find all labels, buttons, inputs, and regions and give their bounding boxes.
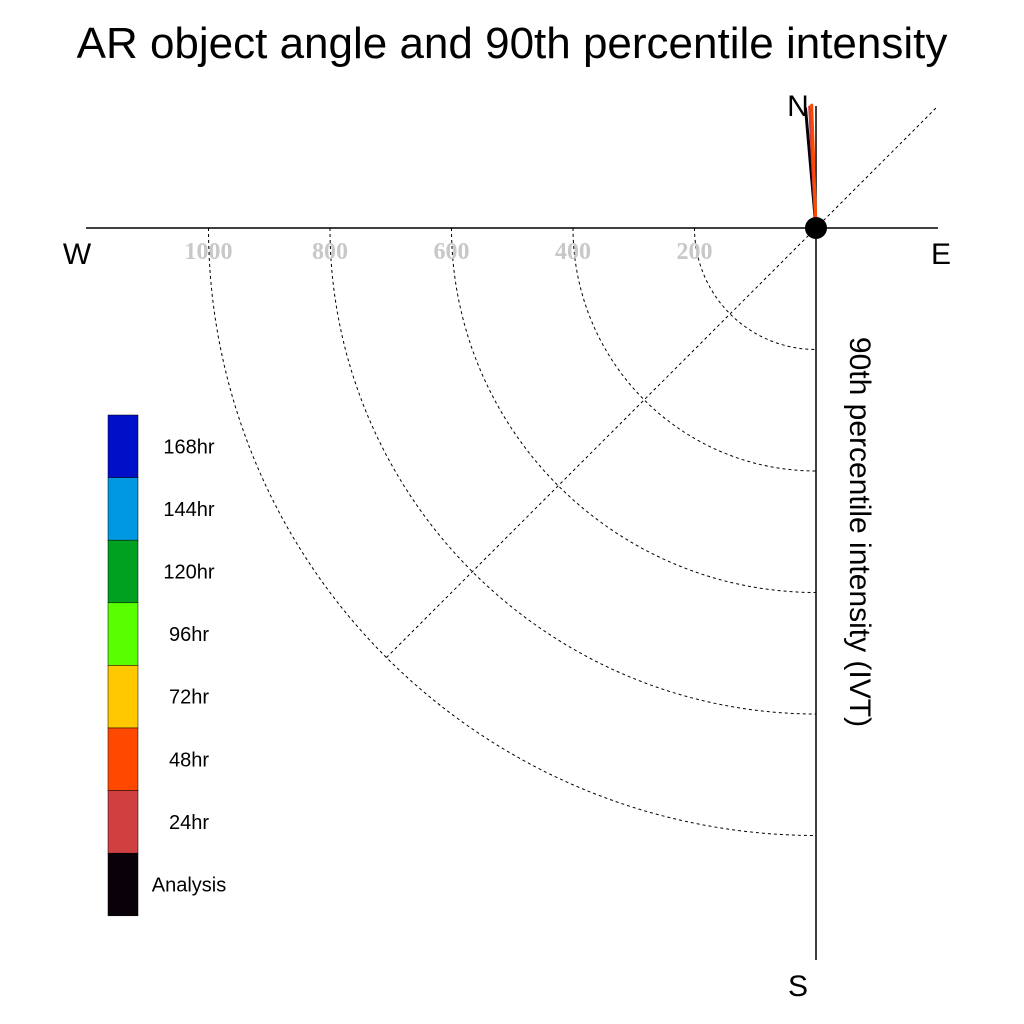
radial-tick-label: 800 [312,239,348,265]
radial-ring-600 [451,227,817,593]
series-line-48hr [810,103,818,230]
radial-tick-label: 400 [555,239,591,265]
radial-ring-800 [329,227,817,715]
diagonal-guide [386,106,938,658]
legend-swatch [107,539,139,604]
radial-ring-200 [694,227,817,350]
radial-ring-400 [572,227,817,472]
legend-label: Analysis [152,875,226,897]
y-axis-label: 90th percentile intensity (IVT) [843,337,876,727]
legend-label: 72hr [169,687,209,709]
legend-swatch [107,414,139,478]
legend: 168hr 144hr 120hr 96hr 72hr 48hr 24hr Analysis [107,414,226,917]
legend-swatch [107,727,139,791]
radial-tick-label: 200 [677,239,713,265]
legend-label: 144hr [163,499,214,521]
compass-north-label: N [787,90,809,123]
chart-title: AR object angle and 90th percentile inte… [77,19,948,68]
legend-label: 24hr [169,812,209,834]
legend-swatch [107,602,139,666]
series-lines [804,103,818,230]
legend-swatch [107,477,139,541]
compass-east-label: E [931,238,951,271]
radial-rings [208,227,817,836]
origin-marker [805,217,827,239]
radial-tick-label: 600 [434,239,470,265]
compass-west-label: W [63,238,92,271]
compass-south-label: S [788,970,808,1003]
legend-label: 96hr [169,624,209,646]
legend-swatch [107,852,139,917]
legend-swatch [107,790,139,854]
legend-label: 48hr [169,749,209,771]
radial-ring-1000 [208,227,817,836]
legend-label: 120hr [163,562,214,584]
legend-swatch [107,665,139,729]
radial-tick-labels: 200 400 600 800 1000 [185,239,713,265]
legend-label: 168hr [163,436,214,458]
radial-tick-label: 1000 [185,239,233,265]
